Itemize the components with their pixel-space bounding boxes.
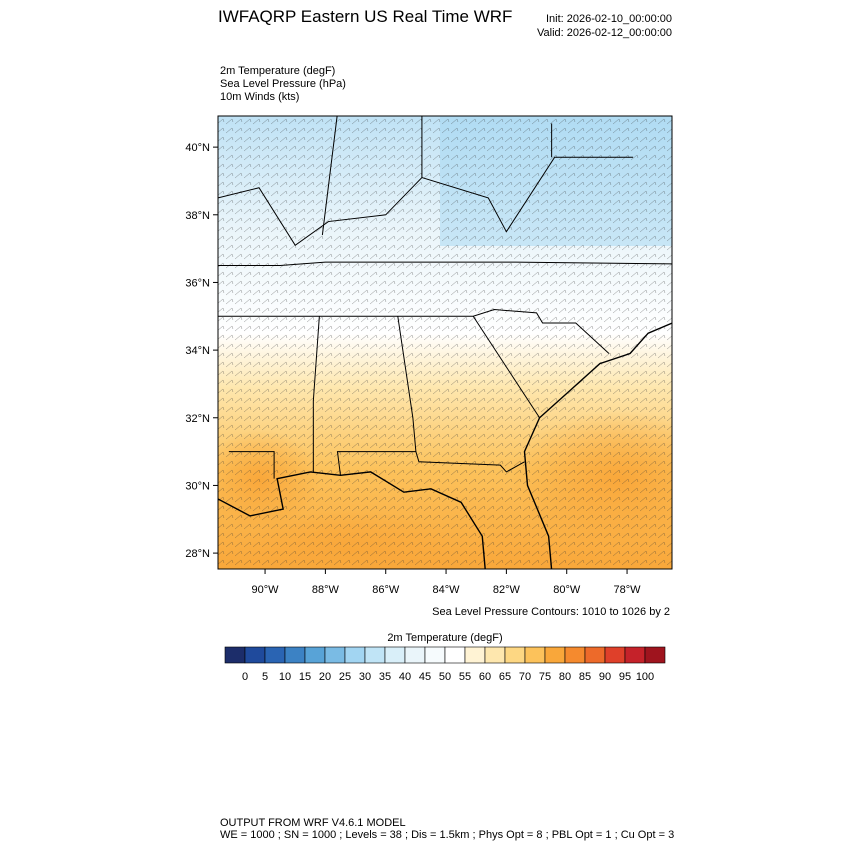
- colorbar-box: [384, 646, 406, 664]
- state-border: [312, 316, 320, 472]
- colorbar-tick-label: 45: [419, 671, 431, 683]
- title: IWFAQRP Eastern US Real Time WRF: [218, 7, 512, 26]
- colorbar-box: [324, 646, 346, 664]
- footer-line: WE = 1000 ; SN = 1000 ; Levels = 38 ; Di…: [220, 829, 674, 841]
- colorbar-tick-label: 20: [319, 671, 331, 683]
- field-label: 2m Temperature (degF): [220, 65, 335, 77]
- coastline: [218, 471, 486, 569]
- colorbar-tick-label: 5: [262, 671, 268, 683]
- lon-tick-label: 90°W: [252, 584, 280, 596]
- lat-tick-label: 38°N: [185, 210, 210, 222]
- lon-tick-label: 84°W: [433, 584, 461, 596]
- lat-tick-label: 32°N: [185, 413, 210, 425]
- colorbar-tick-label: 25: [339, 671, 351, 683]
- colorbar-box: [444, 646, 466, 664]
- field-label: 10m Winds (kts): [220, 91, 299, 103]
- colorbar-tick-label: 35: [379, 671, 391, 683]
- colorbar-tick-label: 70: [519, 671, 531, 683]
- field-label: Sea Level Pressure (hPa): [220, 78, 346, 90]
- colorbar-tick-label: 0: [242, 671, 248, 683]
- colorbar-box: [304, 646, 326, 664]
- colorbar-tick-label: 10: [279, 671, 291, 683]
- colorbar-tick-label: 80: [559, 671, 571, 683]
- colorbar-tick-label: 95: [619, 671, 631, 683]
- colorbar-tick-label: 100: [636, 671, 654, 683]
- colorbar-box: [424, 646, 446, 664]
- map-field: [218, 116, 672, 569]
- state-border: [415, 451, 525, 473]
- lat-tick-label: 30°N: [185, 480, 210, 492]
- lon-tick-label: 82°W: [493, 584, 521, 596]
- colorbar-tick-label: 90: [599, 671, 611, 683]
- state-border: [321, 116, 338, 236]
- colorbar-box: [544, 646, 566, 664]
- colorbar-tick-label: 85: [579, 671, 591, 683]
- colorbar-box: [564, 646, 586, 664]
- map-frame: [217, 115, 673, 570]
- colorbar-box: [484, 646, 506, 664]
- colorbar-tick-label: 15: [299, 671, 311, 683]
- colorbar-box: [284, 646, 306, 664]
- colorbar-box: [604, 646, 626, 664]
- contour-note: Sea Level Pressure Contours: 1010 to 102…: [432, 606, 670, 618]
- colorbar-box: [364, 646, 386, 664]
- colorbar-tick-label: 65: [499, 671, 511, 683]
- footer-line: OUTPUT FROM WRF V4.6.1 MODEL: [220, 817, 406, 829]
- colorbar-box: [264, 646, 286, 664]
- lon-tick-label: 78°W: [614, 584, 642, 596]
- state-border: [228, 451, 275, 479]
- colorbar-box: [464, 646, 486, 664]
- valid-time: Valid: 2026-02-12_00:00:00: [537, 27, 672, 39]
- colorbar-box: [244, 646, 266, 664]
- state-border: [472, 316, 540, 419]
- init-time: Init: 2026-02-10_00:00:00: [546, 13, 672, 25]
- state-border: [218, 309, 610, 354]
- colorbar-tick-label: 55: [459, 671, 471, 683]
- colorbar-tick-label: 50: [439, 671, 451, 683]
- lat-tick-label: 28°N: [185, 548, 210, 560]
- colorbar-tick-label: 75: [539, 671, 551, 683]
- colorbar-tick-label: 40: [399, 671, 411, 683]
- colorbar-box: [504, 646, 526, 664]
- state-border: [218, 156, 634, 246]
- colorbar-title: 2m Temperature (degF): [387, 632, 502, 644]
- coastline: [523, 322, 672, 569]
- lon-tick-label: 80°W: [553, 584, 581, 596]
- state-border: [218, 261, 672, 267]
- colorbar-tick-label: 60: [479, 671, 491, 683]
- lat-tick-label: 36°N: [185, 277, 210, 289]
- lat-tick-label: 34°N: [185, 345, 210, 357]
- colorbar-box: [344, 646, 366, 664]
- colorbar-box: [224, 646, 246, 664]
- lon-tick-label: 88°W: [312, 584, 340, 596]
- colorbar-box: [584, 646, 606, 664]
- lon-tick-label: 86°W: [372, 584, 400, 596]
- colorbar-box: [624, 646, 646, 664]
- colorbar-tick-label: 30: [359, 671, 371, 683]
- lat-tick-label: 40°N: [185, 142, 210, 154]
- colorbar-box: [524, 646, 546, 664]
- colorbar-box: [644, 646, 666, 664]
- colorbar-box: [404, 646, 426, 664]
